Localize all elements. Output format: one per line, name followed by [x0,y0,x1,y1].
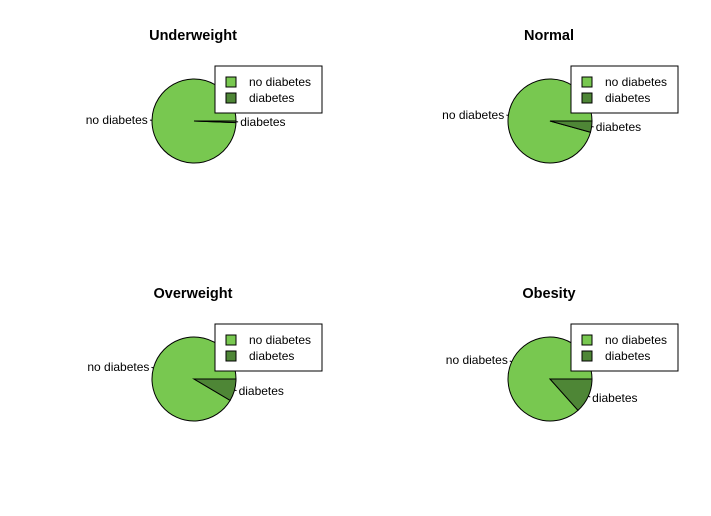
legend-entry-underweight-no-diabetes: no diabetes [249,75,311,89]
pie-label-line-obesity-diabetes [588,395,591,398]
chart-title-obesity: Obesity [522,286,575,302]
legend-entry-normal-no-diabetes: no diabetes [605,75,667,89]
chart-title-underweight: Underweight [149,28,237,44]
legend-entry-overweight-no-diabetes: no diabetes [249,333,311,347]
pie-label-line-overweight-diabetes [234,389,237,392]
legend-swatch-normal-no-diabetes [581,76,593,88]
legend-underweight: no diabetes diabetes [214,65,323,114]
legend-swatch-overweight-diabetes [225,350,237,362]
pie-label-normal-diabetes: diabetes [596,120,641,134]
pie-slice-overweight-diabetes [192,378,237,402]
legend-overweight: no diabetes diabetes [214,323,323,372]
pie-label-overweight-diabetes: diabetes [239,384,284,398]
legend-entry-obesity-no-diabetes: no diabetes [605,333,667,347]
legend-entry-obesity-diabetes: diabetes [605,349,650,363]
pie-label-normal-no-diabetes: no diabetes [442,108,504,122]
legend-swatch-overweight-no-diabetes [225,334,237,346]
legend-box-normal [570,65,679,114]
legend-entry-normal-diabetes: diabetes [605,91,650,105]
legend-entry-underweight-diabetes: diabetes [249,91,294,105]
pie-label-line-obesity-no-diabetes [509,360,512,363]
chart-title-overweight: Overweight [154,286,233,302]
legend-normal: no diabetes diabetes [570,65,679,114]
pie-label-obesity-no-diabetes: no diabetes [446,353,508,367]
legend-swatch-obesity-diabetes [581,350,593,362]
pie-panel-normal: Normal no diabetes diabetes no diabetes diab… [442,28,679,164]
pie-label-underweight-no-diabetes: no diabetes [86,113,148,127]
chart-title-normal: Normal [524,28,574,44]
pie-label-line-overweight-no-diabetes [151,366,154,369]
legend-box-obesity [570,323,679,372]
pie-label-obesity-diabetes: diabetes [592,391,637,405]
legend-box-overweight [214,323,323,372]
pie-label-underweight-diabetes: diabetes [240,115,285,129]
pie-slice-underweight-diabetes [193,120,237,124]
legend-swatch-obesity-no-diabetes [581,334,593,346]
legend-entry-overweight-diabetes: diabetes [249,349,294,363]
legend-swatch-normal-diabetes [581,92,593,104]
legend-swatch-underweight-diabetes [225,92,237,104]
pie-label-overweight-no-diabetes: no diabetes [87,360,149,374]
pie-panel-obesity: Obesity no diabetes diabetes no diabetes dia… [446,286,679,422]
pie-slice-obesity-diabetes [548,378,593,412]
legend-swatch-underweight-no-diabetes [225,76,237,88]
legend-obesity: no diabetes diabetes [570,323,679,372]
legend-box-underweight [214,65,323,114]
